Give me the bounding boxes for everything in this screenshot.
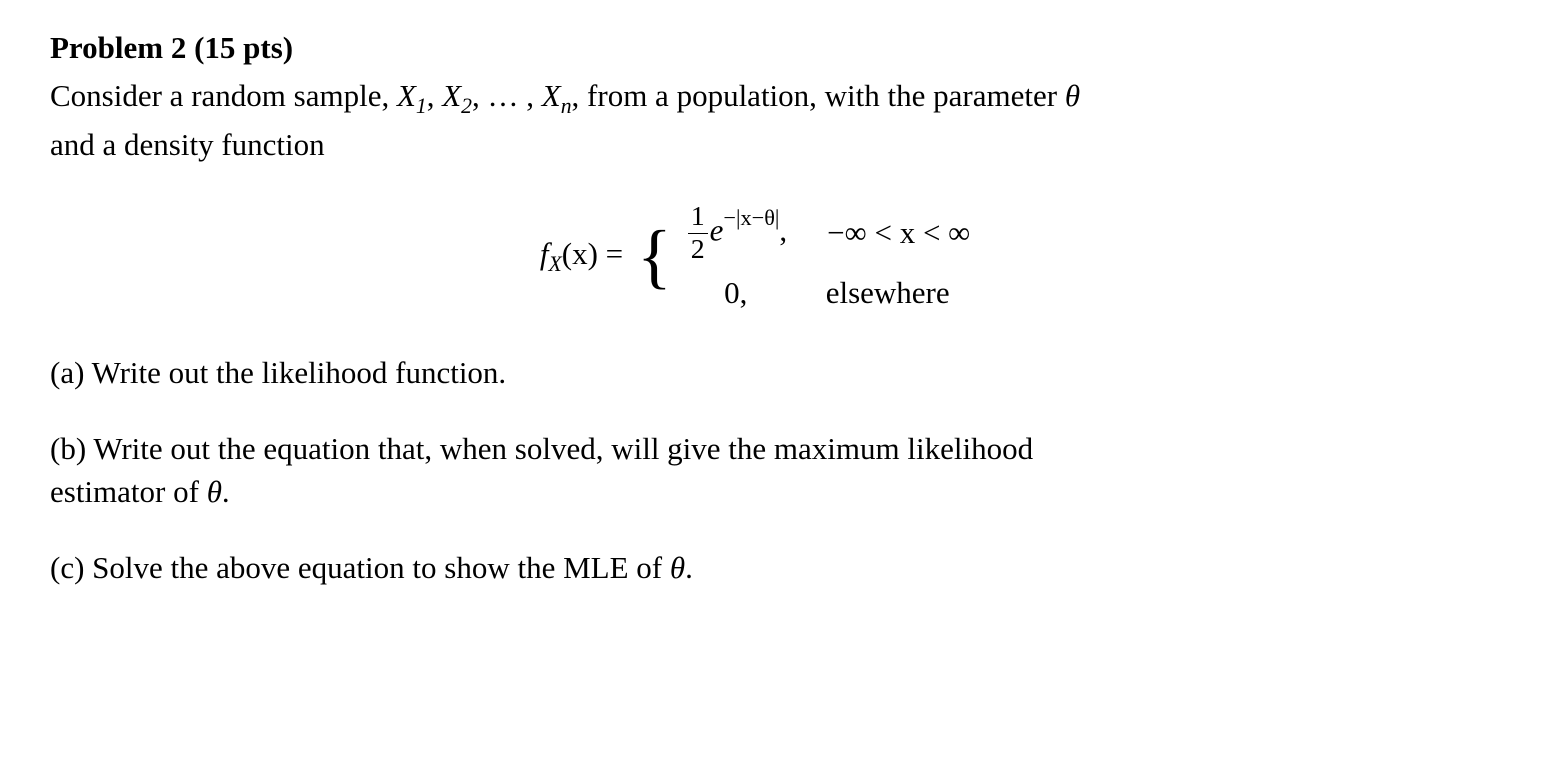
problem-header: Problem 2 (15 pts) <box>50 30 1497 66</box>
case2-condition: elsewhere <box>826 275 1006 311</box>
case-row-1: 1 2 e−|x−θ|, −∞ < x < ∞ <box>686 203 1007 264</box>
intro-line2: and a density function <box>50 127 325 162</box>
case2-expr: 0, <box>686 275 786 311</box>
theta-symbol: θ <box>1065 78 1080 113</box>
comma-1: , <box>427 78 443 113</box>
intro-paragraph: Consider a random sample, X1, X2, … , Xn… <box>50 74 1497 168</box>
part-c-text: (c) Solve the above equation to show the… <box>50 550 670 585</box>
part-b-theta: θ <box>207 474 222 509</box>
part-c-period: . <box>685 550 693 585</box>
eq-equals: = <box>598 236 623 271</box>
fraction-half: 1 2 <box>688 203 708 264</box>
case1-condition: −∞ < x < ∞ <box>827 215 1007 251</box>
sub-1: 1 <box>416 94 427 118</box>
part-a: (a) Write out the likelihood function. <box>50 351 1497 394</box>
cases-block: 1 2 e−|x−θ|, −∞ < x < ∞ 0, elsewhere <box>686 203 1007 312</box>
sub-2: 2 <box>461 94 472 118</box>
part-b-line2a: estimator of <box>50 474 207 509</box>
part-b-line1: (b) Write out the equation that, when so… <box>50 431 1033 466</box>
eq-lhs: fX(x) = <box>540 236 623 277</box>
part-a-text: (a) Write out the likelihood function. <box>50 355 506 390</box>
sub-n: n <box>561 94 572 118</box>
eq-e: e <box>710 212 724 247</box>
eq-arg: (x) <box>562 236 598 271</box>
comma-2: , … , <box>472 78 542 113</box>
left-brace-icon: { <box>637 228 672 286</box>
part-b-period: . <box>222 474 230 509</box>
case1-expr: 1 2 e−|x−θ|, <box>686 203 787 264</box>
var-Xn: X <box>542 78 561 113</box>
part-b: (b) Write out the equation that, when so… <box>50 427 1497 514</box>
frac-den: 2 <box>688 234 708 264</box>
density-equation: fX(x) = { 1 2 e−|x−θ|, −∞ < x < ∞ 0, <box>50 203 1497 312</box>
var-X2: X <box>442 78 461 113</box>
intro-text-2: from a population, with the parameter <box>579 78 1065 113</box>
case-row-2: 0, elsewhere <box>686 275 1006 311</box>
frac-num: 1 <box>688 203 708 234</box>
part-c-theta: θ <box>670 550 685 585</box>
eq-f: f <box>540 236 549 271</box>
eq-f-sub: X <box>549 253 562 277</box>
eq-exponent: −|x−θ| <box>723 205 779 230</box>
eq-comma: , <box>779 212 787 247</box>
intro-text-1: Consider a random sample, <box>50 78 397 113</box>
part-c: (c) Solve the above equation to show the… <box>50 546 1497 589</box>
var-X1: X <box>397 78 416 113</box>
